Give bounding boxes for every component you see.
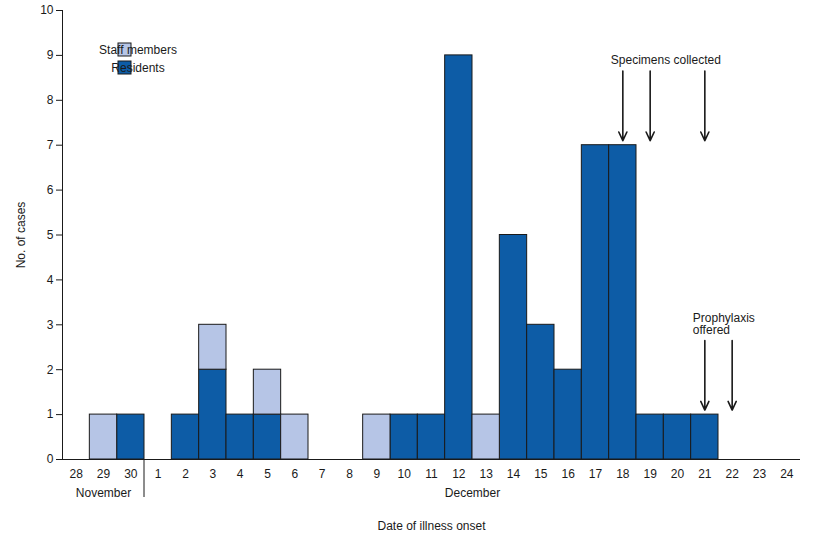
svg-text:21: 21 (698, 467, 712, 481)
svg-text:8: 8 (47, 93, 54, 107)
svg-text:0: 0 (47, 452, 54, 466)
svg-text:9: 9 (373, 467, 380, 481)
svg-text:4: 4 (47, 273, 54, 287)
svg-text:20: 20 (671, 467, 685, 481)
svg-text:8: 8 (346, 467, 353, 481)
svg-text:1: 1 (155, 467, 162, 481)
svg-text:23: 23 (753, 467, 767, 481)
svg-text:17: 17 (589, 467, 603, 481)
svg-text:6: 6 (291, 467, 298, 481)
svg-text:10: 10 (40, 3, 54, 17)
svg-text:2: 2 (182, 467, 189, 481)
svg-text:30: 30 (124, 467, 138, 481)
svg-text:13: 13 (479, 467, 493, 481)
svg-text:3: 3 (47, 318, 54, 332)
svg-text:Date of illness onset: Date of illness onset (377, 519, 486, 533)
svg-text:15: 15 (534, 467, 548, 481)
svg-text:5: 5 (47, 228, 54, 242)
svg-text:9: 9 (47, 48, 54, 62)
svg-text:1: 1 (47, 407, 54, 421)
svg-text:10: 10 (397, 467, 411, 481)
svg-text:6: 6 (47, 183, 54, 197)
svg-text:11: 11 (425, 467, 438, 481)
svg-text:12: 12 (452, 467, 466, 481)
svg-text:3: 3 (209, 467, 216, 481)
svg-text:Residents: Residents (111, 61, 164, 75)
svg-text:28: 28 (69, 467, 83, 481)
svg-text:18: 18 (616, 467, 630, 481)
svg-text:7: 7 (47, 138, 54, 152)
svg-text:Specimens collected: Specimens collected (611, 53, 721, 67)
svg-text:7: 7 (319, 467, 326, 481)
svg-text:No. of cases: No. of cases (14, 202, 28, 269)
svg-text:29: 29 (97, 467, 111, 481)
svg-text:14: 14 (507, 467, 521, 481)
svg-text:December: December (445, 486, 500, 500)
svg-text:November: November (76, 486, 131, 500)
svg-text:24: 24 (780, 467, 794, 481)
svg-text:4: 4 (237, 467, 244, 481)
svg-text:22: 22 (725, 467, 739, 481)
svg-text:5: 5 (264, 467, 271, 481)
svg-text:2: 2 (47, 363, 54, 377)
svg-text:Staff members: Staff members (99, 43, 177, 57)
svg-text:Prophylaxisoffered: Prophylaxisoffered (693, 311, 755, 337)
svg-text:16: 16 (561, 467, 575, 481)
svg-text:19: 19 (643, 467, 657, 481)
